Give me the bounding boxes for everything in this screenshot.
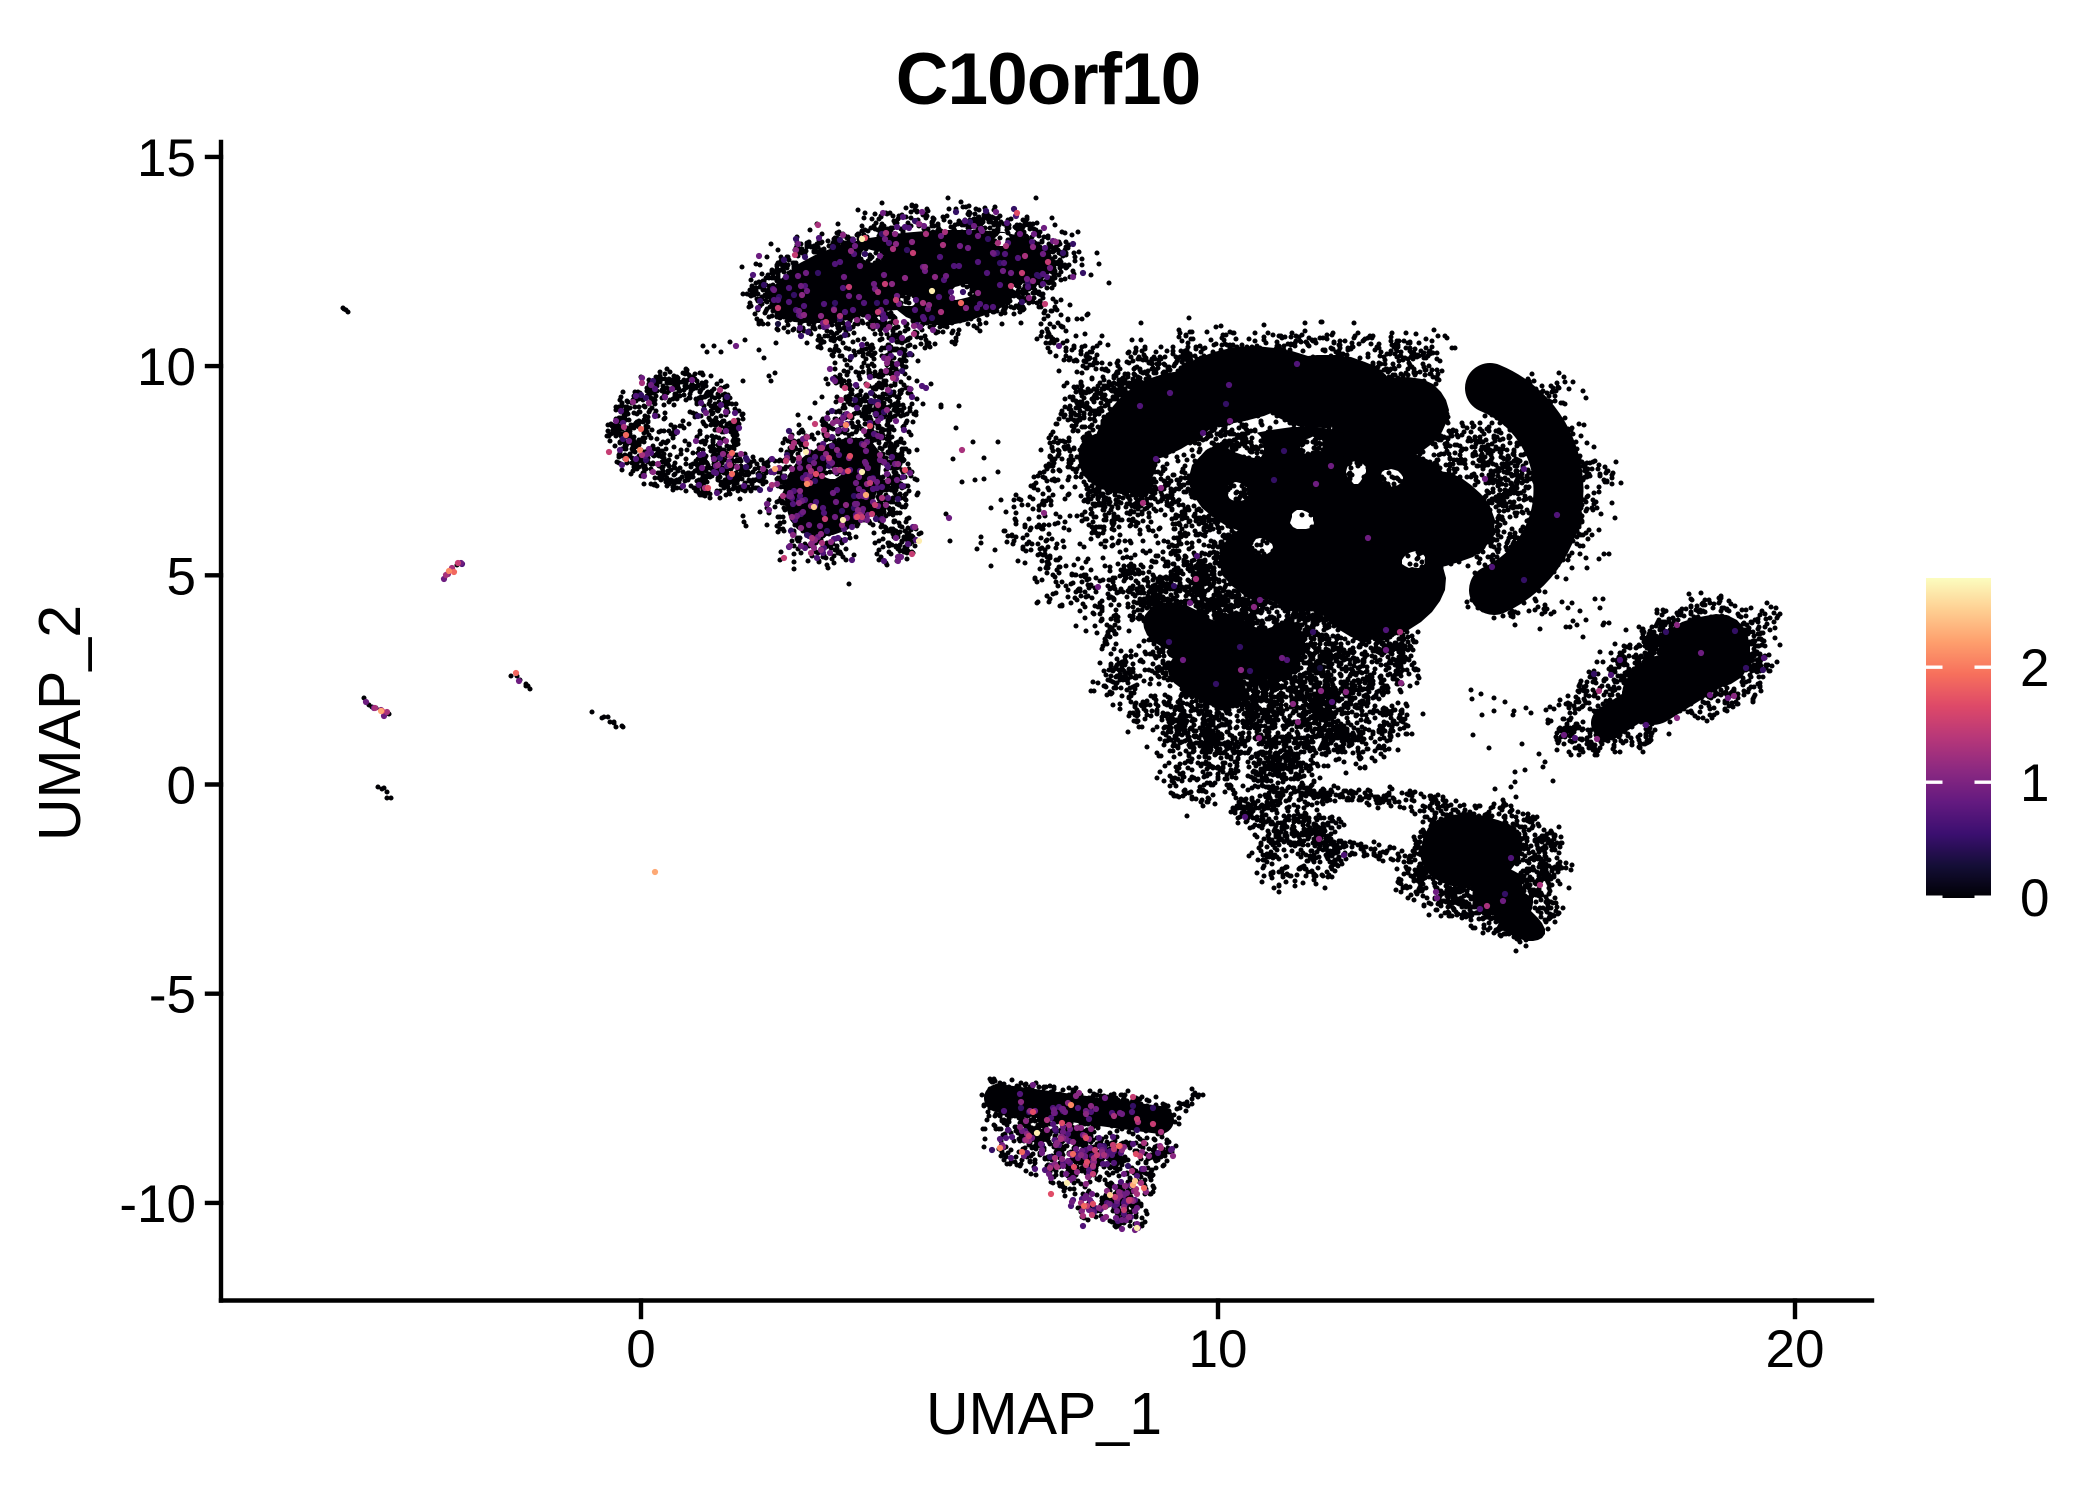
svg-text:-10: -10 (119, 1175, 196, 1234)
svg-text:20: 20 (1766, 1320, 1825, 1379)
svg-text:UMAP_2: UMAP_2 (27, 605, 93, 841)
svg-text:0: 0 (626, 1320, 655, 1379)
svg-text:0: 0 (167, 757, 196, 816)
svg-text:-5: -5 (149, 966, 196, 1025)
svg-text:1: 1 (2020, 754, 2049, 813)
svg-text:10: 10 (1189, 1320, 1248, 1379)
svg-text:10: 10 (137, 338, 196, 397)
svg-text:15: 15 (137, 129, 196, 188)
svg-text:UMAP_1: UMAP_1 (926, 1381, 1162, 1447)
svg-text:5: 5 (167, 547, 196, 606)
svg-text:C10orf10: C10orf10 (896, 39, 1200, 120)
svg-text:0: 0 (2020, 869, 2049, 928)
svg-text:2: 2 (2020, 639, 2049, 698)
